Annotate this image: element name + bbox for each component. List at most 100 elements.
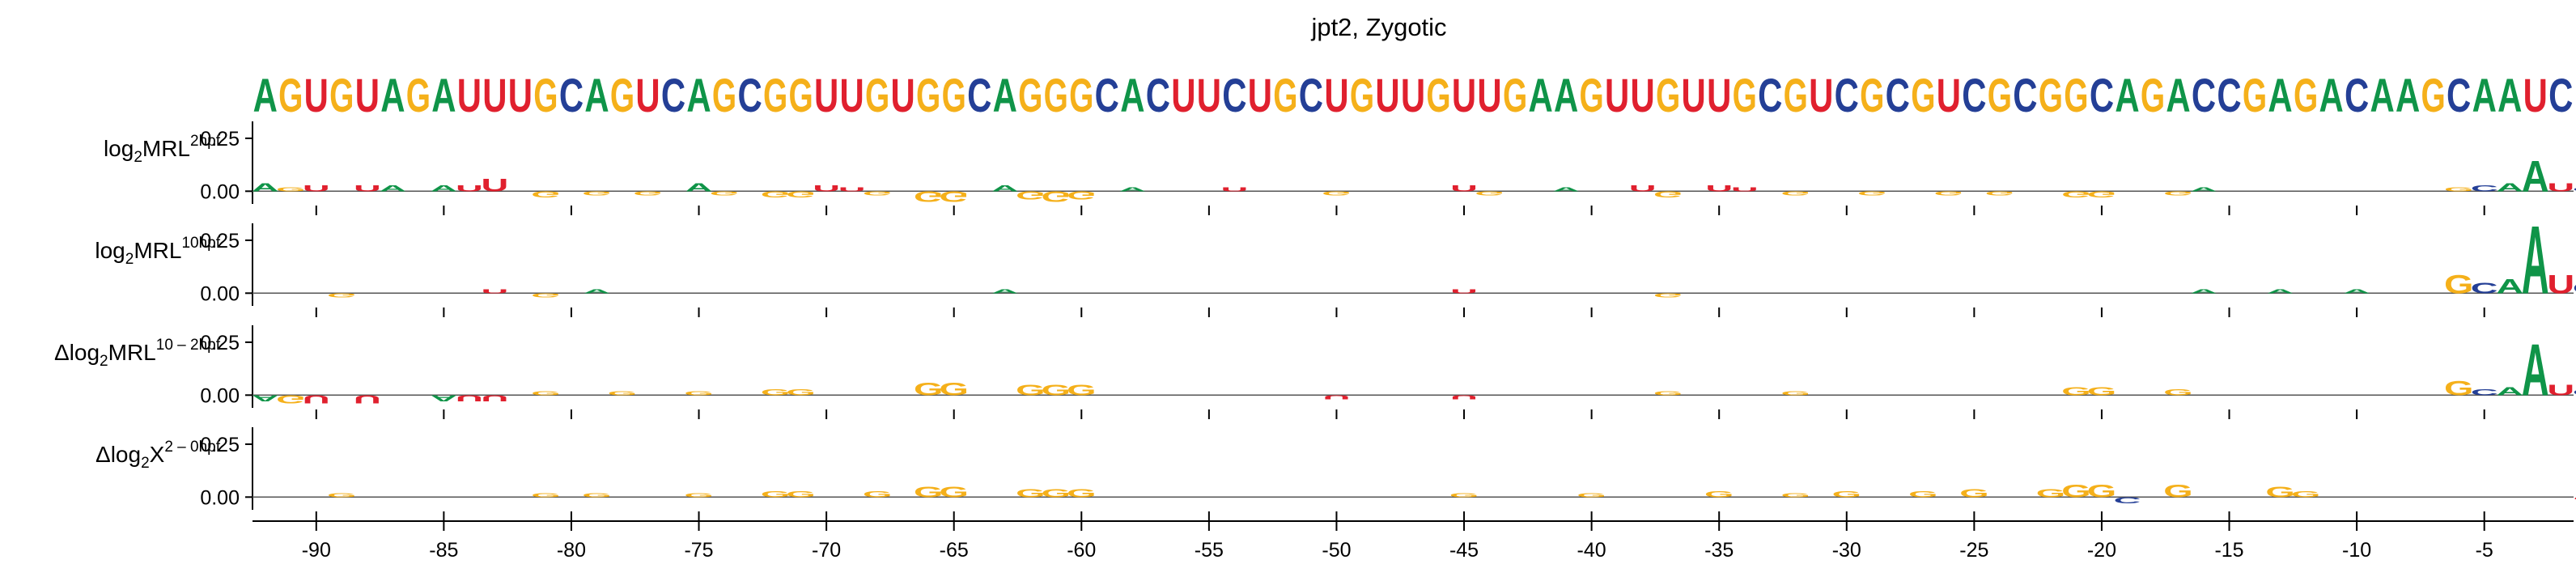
logo-letter: G xyxy=(1781,390,1810,396)
x-tick-label: -10 xyxy=(2342,539,2371,562)
sequence-letter: U xyxy=(1809,70,1833,122)
logo-letter: C xyxy=(2471,388,2498,397)
svg-text:G: G xyxy=(914,380,943,399)
sequence-letter: U xyxy=(1452,70,1476,122)
sequence-letter: U xyxy=(304,70,329,122)
sequence-letter: G xyxy=(2141,70,2165,122)
svg-text:G: G xyxy=(1934,190,1963,197)
sequence-letter: C xyxy=(2548,70,2573,122)
logo-letter: G xyxy=(1016,382,1045,398)
logo-letter: G xyxy=(1653,292,1683,299)
logo-letter: G xyxy=(2163,481,2192,501)
svg-text:G: G xyxy=(1067,487,1096,500)
logo-letter: A xyxy=(2496,274,2523,297)
logo-letter: G xyxy=(2163,190,2192,197)
sequence-letter: G xyxy=(406,70,431,122)
svg-text:U: U xyxy=(303,392,330,405)
logo-letter: C xyxy=(2573,186,2576,193)
svg-text:U: U xyxy=(1450,394,1478,401)
x-tick-label: -80 xyxy=(557,539,586,562)
logo-letter: G xyxy=(684,492,713,498)
svg-text:A: A xyxy=(1118,186,1146,193)
sequence-letter: U xyxy=(1171,70,1195,122)
svg-text:A: A xyxy=(2496,181,2523,194)
logo-letter: C xyxy=(2471,280,2498,296)
svg-text:A: A xyxy=(2267,288,2294,295)
logo-letter: G xyxy=(914,380,943,399)
svg-text:U: U xyxy=(354,184,381,193)
logo-letter: G xyxy=(761,388,790,397)
sequence-letter: G xyxy=(942,70,966,122)
svg-text:G: G xyxy=(1653,292,1683,299)
logo-letter: G xyxy=(1934,190,1963,197)
logo-letter: G xyxy=(2061,385,2090,398)
svg-text:G: G xyxy=(761,189,790,199)
logo-letter: G xyxy=(327,492,356,498)
svg-text:G: G xyxy=(582,190,611,197)
x-tick-label: -45 xyxy=(1449,539,1479,562)
logo-letter: A xyxy=(252,181,279,194)
svg-text:A: A xyxy=(1552,186,1580,193)
sequence-letter: A xyxy=(686,70,711,122)
logo-letter: G xyxy=(2061,481,2090,501)
logo-letter: A xyxy=(991,184,1019,193)
y-tick-label: 0.00 xyxy=(200,282,240,305)
svg-text:G: G xyxy=(608,390,637,396)
logo-letter: U xyxy=(482,393,509,403)
sequence-letter: U xyxy=(635,70,660,122)
y-tick-label: 0.25 xyxy=(200,230,240,252)
svg-text:G: G xyxy=(2265,484,2294,500)
logo-letter: G xyxy=(761,490,790,499)
logo-letter: G xyxy=(276,186,305,193)
x-tick-label: -70 xyxy=(812,539,841,562)
logo-letter: G xyxy=(2087,385,2116,398)
logo-letter: G xyxy=(940,484,969,500)
logo-letter: G xyxy=(1781,492,1810,498)
x-tick-label: -25 xyxy=(1959,539,1988,562)
sequence-letter: G xyxy=(916,70,940,122)
svg-text:U: U xyxy=(482,288,509,295)
logo-letter: G xyxy=(1577,492,1606,498)
y-axis-label: Δlog2X2 – 0hpf xyxy=(95,439,221,472)
sequence-letter: U xyxy=(457,70,482,122)
logo-letter: G xyxy=(1322,190,1351,197)
sequence-letter: C xyxy=(1835,70,1859,122)
sequence-letter: U xyxy=(1197,70,1221,122)
logo-letter: U xyxy=(1705,184,1733,193)
svg-text:A: A xyxy=(2496,385,2523,398)
svg-text:G: G xyxy=(1781,492,1810,498)
sequence-letter: C xyxy=(737,70,762,122)
svg-text:G: G xyxy=(531,292,560,299)
logo-letter: G xyxy=(786,490,815,499)
sequence-letter: A xyxy=(1554,70,1578,122)
svg-text:G: G xyxy=(1653,189,1683,199)
sequence-letter: G xyxy=(1350,70,1374,122)
svg-text:G: G xyxy=(1067,382,1096,398)
logo-letter: U xyxy=(2547,269,2574,299)
sequence-letter: C xyxy=(1146,70,1170,122)
svg-text:U: U xyxy=(2547,181,2574,194)
svg-text:G: G xyxy=(710,190,739,197)
sequence-letter: U xyxy=(2523,70,2548,122)
logo-letter: G xyxy=(327,292,356,299)
sequence-letter: G xyxy=(865,70,889,122)
logo-letter: U xyxy=(303,392,330,405)
sequence-letter: C xyxy=(967,70,991,122)
svg-text:C: C xyxy=(2573,388,2576,397)
logo-letter: A xyxy=(2343,288,2370,295)
sequence-letter: G xyxy=(610,70,634,122)
svg-text:U: U xyxy=(2547,269,2574,299)
logo-letter: U xyxy=(482,288,509,295)
logo-letter: C xyxy=(2114,495,2141,505)
logo-letter: G xyxy=(1016,487,1045,500)
svg-text:G: G xyxy=(786,490,815,499)
x-tick-label: -35 xyxy=(1704,539,1734,562)
svg-text:G: G xyxy=(1475,190,1504,197)
svg-text:G: G xyxy=(2444,269,2473,299)
logo-letter: G xyxy=(710,190,739,197)
sequence-letter: A xyxy=(1528,70,1552,122)
sequence-letter: C xyxy=(2192,70,2216,122)
sequence-letter: A xyxy=(380,70,405,122)
